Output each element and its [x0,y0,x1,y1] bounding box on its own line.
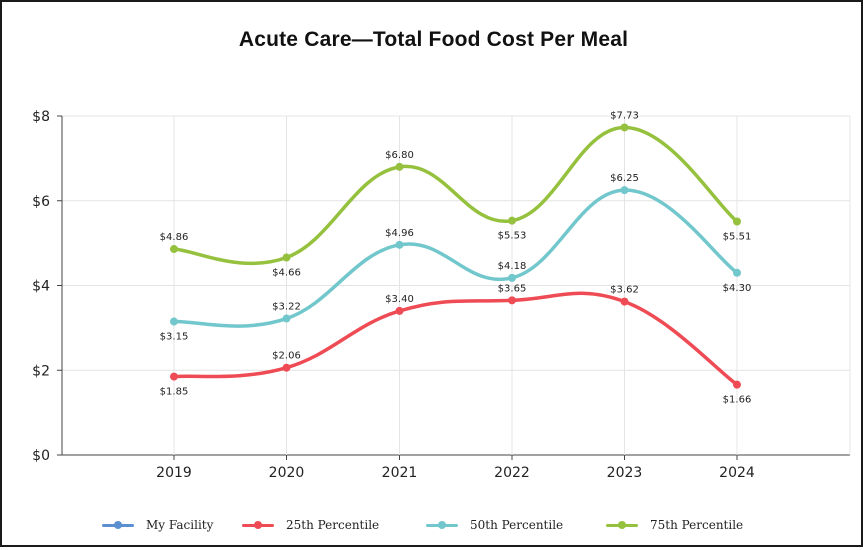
legend-label: My Facility [146,518,214,532]
data-point-75th-percentile [395,162,404,171]
data-label-25th-percentile: $3.62 [610,285,639,296]
x-tick-label: 2024 [719,465,755,481]
data-point-25th-percentile [282,363,291,372]
x-tick-label: 2020 [269,465,305,481]
data-label-50th-percentile: $3.22 [272,302,301,313]
legend-item-50th-percentile[interactable]: 50th Percentile [426,514,563,536]
data-label-75th-percentile: $5.53 [498,231,527,242]
legend-swatch-50th-percentile [426,519,458,531]
data-point-25th-percentile [508,296,516,305]
data-point-50th-percentile [620,186,629,195]
data-point-25th-percentile [620,297,629,306]
data-label-25th-percentile: $3.40 [385,294,414,305]
data-point-75th-percentile [170,245,178,254]
legend-item-25th-percentile[interactable]: 25th Percentile [242,514,379,536]
chart-title: Acute Care—Total Food Cost Per Meal [238,28,629,51]
data-label-75th-percentile: $4.66 [272,268,301,279]
series-line-50th-percentile [172,188,739,328]
data-point-50th-percentile [395,240,404,249]
series-line-75th-percentile [172,125,739,266]
data-label-50th-percentile: $3.15 [160,332,189,343]
data-label-50th-percentile: $4.30 [723,283,752,294]
data-label-25th-percentile: $2.06 [272,351,301,362]
legend-swatch-dot [618,521,626,529]
legend-swatch-25th-percentile [242,519,274,531]
data-label-50th-percentile: $4.96 [385,228,414,239]
y-tick-label: $4 [32,279,50,295]
data-label-75th-percentile: $5.51 [723,232,752,243]
y-tick-label: $2 [32,363,50,379]
legend-swatch-my-facility [102,519,134,531]
legend-swatch-dot [114,521,122,529]
data-label-75th-percentile: $7.73 [610,110,639,121]
data-point-75th-percentile [733,217,741,226]
legend-label: 75th Percentile [650,518,744,532]
chart-legend: My Facility 25th Percentile 50th Percentil… [2,514,865,536]
data-point-25th-percentile [733,380,741,389]
x-tick-label: 2022 [494,465,530,481]
legend-swatch-dot [254,521,262,529]
legend-item-my-facility[interactable]: My Facility [102,514,213,536]
legend-item-75th-percentile[interactable]: 75th Percentile [606,514,743,536]
data-label-50th-percentile: $6.25 [610,173,639,184]
data-label-50th-percentile: $4.18 [498,261,527,272]
legend-label: 25th Percentile [286,518,380,532]
data-point-75th-percentile [282,253,291,262]
data-label-25th-percentile: $1.85 [160,387,189,398]
data-point-75th-percentile [508,216,516,225]
data-label-25th-percentile: $1.66 [723,395,752,406]
x-tick-label: 2023 [607,465,643,481]
y-tick-label: $0 [32,448,50,464]
y-tick-label: $6 [32,194,50,210]
legend-swatch-75th-percentile [606,519,638,531]
data-point-75th-percentile [620,123,629,132]
data-label-75th-percentile: $4.86 [160,232,189,243]
series-line-25th-percentile [172,291,739,387]
data-point-50th-percentile [282,314,291,323]
x-tick-label: 2021 [382,465,418,481]
data-point-50th-percentile [170,317,178,326]
y-tick-label: $8 [32,109,50,125]
data-point-50th-percentile [733,268,741,277]
data-point-50th-percentile [508,273,516,282]
data-point-25th-percentile [395,306,404,315]
legend-swatch-dot [438,521,446,529]
legend-label: 50th Percentile [470,518,564,532]
data-label-75th-percentile: $6.80 [385,150,414,161]
x-tick-label: 2019 [156,465,192,481]
data-point-25th-percentile [170,372,178,381]
data-label-25th-percentile: $3.65 [498,283,527,294]
